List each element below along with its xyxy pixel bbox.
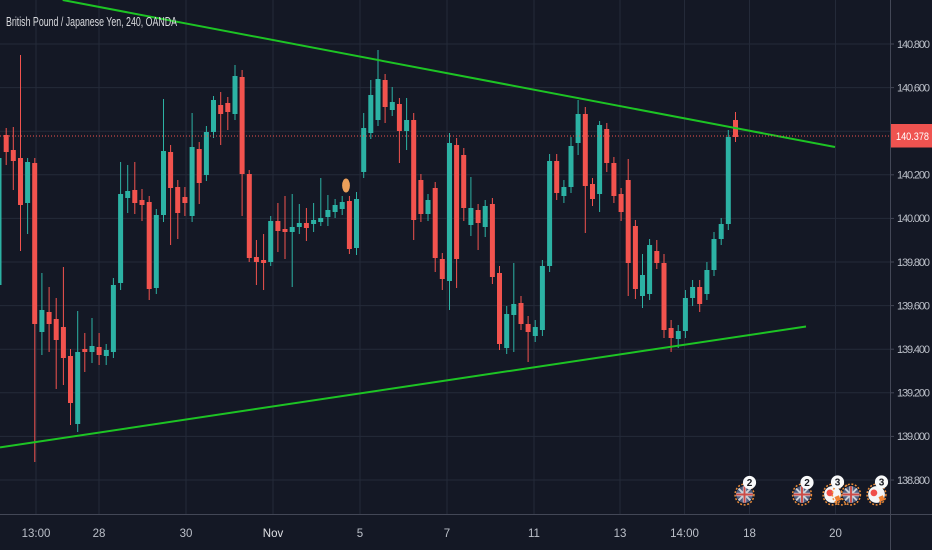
svg-text:140.200: 140.200	[897, 170, 930, 182]
svg-text:3: 3	[879, 478, 885, 489]
svg-text:7: 7	[444, 528, 450, 540]
svg-text:3: 3	[835, 478, 841, 489]
svg-text:139.400: 139.400	[897, 344, 930, 356]
svg-text:13: 13	[614, 528, 627, 540]
svg-text:139.600: 139.600	[897, 300, 930, 312]
svg-text:139.800: 139.800	[897, 257, 930, 269]
svg-text:140.600: 140.600	[897, 82, 930, 94]
svg-text:139.200: 139.200	[897, 388, 930, 400]
svg-text:Nov: Nov	[263, 528, 284, 540]
svg-text:139.000: 139.000	[897, 431, 930, 443]
svg-text:18: 18	[743, 528, 756, 540]
svg-text:140.800: 140.800	[897, 39, 930, 51]
svg-text:2: 2	[804, 478, 810, 489]
svg-text:20: 20	[829, 528, 842, 540]
svg-text:5: 5	[357, 528, 363, 540]
svg-text:138.800: 138.800	[897, 475, 930, 487]
svg-text:British Pound / Japanese Yen,: British Pound / Japanese Yen, 240, OANDA	[6, 14, 177, 29]
svg-text:11: 11	[528, 528, 540, 540]
svg-text:30: 30	[180, 528, 193, 540]
svg-text:14:00: 14:00	[670, 528, 699, 540]
svg-text:28: 28	[93, 528, 106, 540]
svg-text:140.378: 140.378	[896, 131, 929, 143]
svg-text:2: 2	[747, 478, 753, 489]
svg-text:13:00: 13:00	[22, 528, 51, 540]
svg-text:140.000: 140.000	[897, 213, 930, 225]
